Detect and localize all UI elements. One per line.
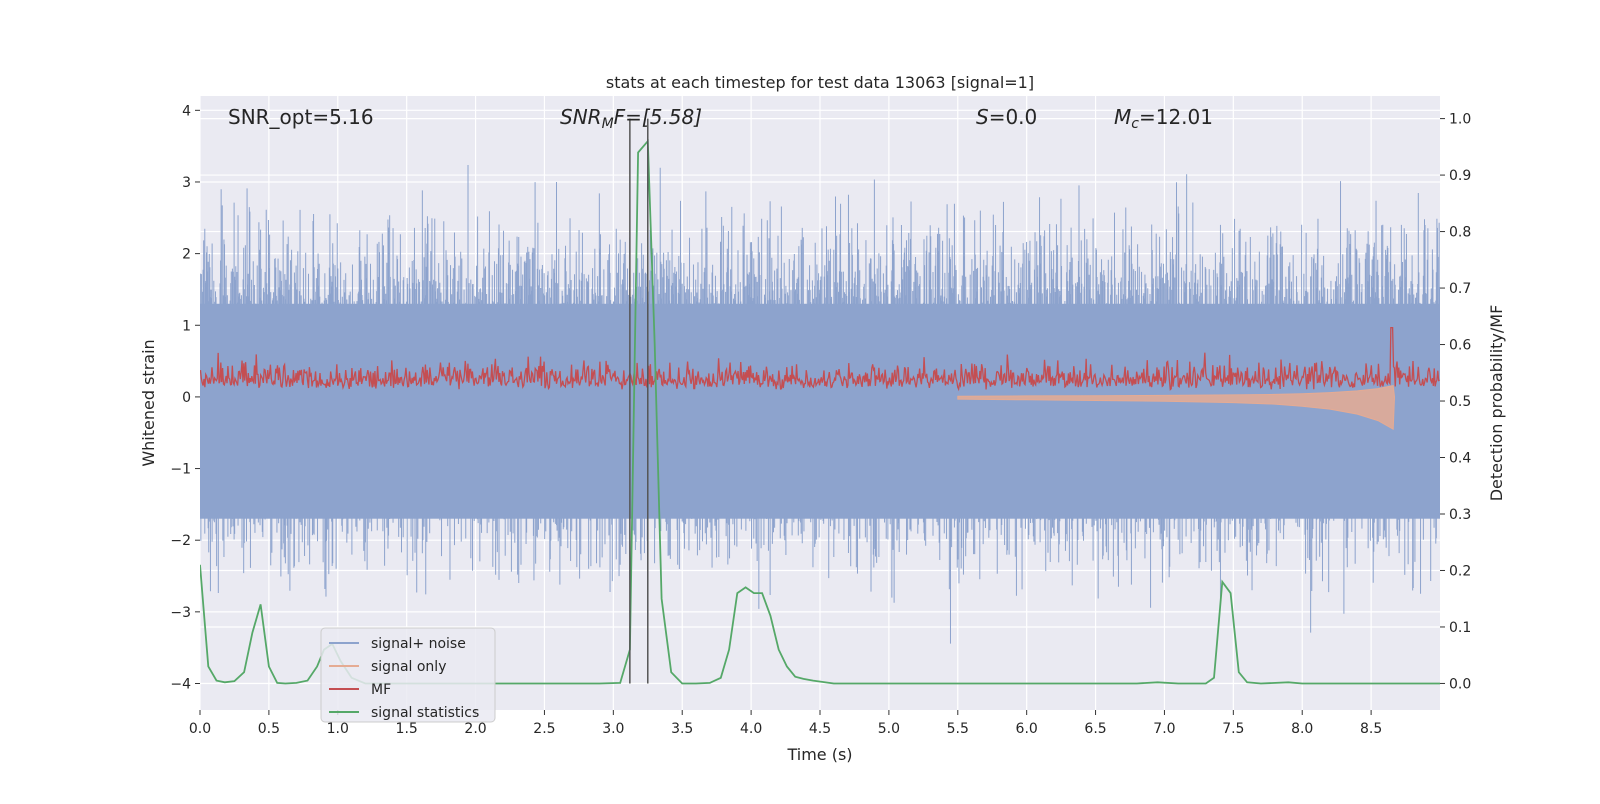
y-right-tick-label: 0.6: [1449, 338, 1471, 354]
mc-symbol: M: [1114, 105, 1131, 129]
signal-statistics-series: [200, 138, 1440, 685]
legend-box: [320, 627, 496, 723]
y-tick-label: 3: [182, 175, 191, 191]
x-tick-label: 1.0: [327, 721, 349, 737]
x-tick-label: 1.5: [396, 721, 418, 737]
chart-title: stats at each timestep for test data 130…: [606, 73, 1034, 92]
x-tick-label: 5.0: [878, 721, 900, 737]
legend-label-1: signal only: [371, 659, 446, 675]
y-tick-label: −1: [170, 462, 191, 478]
x-tick-label: 3.5: [671, 721, 693, 737]
x-axis-ticks: 0.0 0.5 1.0 1.5 2.0 2.5 3.0 3.5 4.0 4.5 5.0 5.5 6.0 6…: [189, 710, 1382, 737]
x-tick-label: 6.0: [1016, 721, 1038, 737]
y-tick-label: −3: [170, 605, 191, 621]
mc-value: =12.01: [1139, 105, 1213, 129]
mc-subscript: c: [1131, 116, 1139, 132]
y-tick-label: −2: [170, 533, 191, 549]
x-axis-label: Time (s): [786, 745, 852, 764]
mf-series: [200, 326, 1440, 392]
y-right-axis-label: Detection probability/MF: [1487, 305, 1506, 502]
y-right-tick-label: 0.1: [1449, 620, 1471, 636]
y-tick-label: 0: [182, 390, 191, 406]
x-tick-label: 3.0: [602, 721, 624, 737]
legend-label-3: signal statistics: [371, 705, 479, 721]
snr-mf-subscript: M: [602, 116, 614, 132]
signal-only-series: [957, 385, 1396, 431]
mf-trace: [200, 326, 1440, 392]
x-tick-label: 4.0: [740, 721, 762, 737]
x-tick-label: 7.5: [1222, 721, 1244, 737]
snr-opt-annotation: SNR_opt=5.16: [228, 105, 374, 129]
x-tick-label: 6.5: [1084, 721, 1106, 737]
x-tick-label: 7.0: [1153, 721, 1175, 737]
signal-noise-series: [200, 165, 1440, 644]
y-right-tick-label: 0.7: [1449, 281, 1471, 297]
x-tick-label: 8.5: [1360, 721, 1382, 737]
signal-noise-core: [200, 303, 1440, 519]
y-right-tick-label: 1.0: [1449, 112, 1471, 128]
y-right-tick-label: 0.8: [1449, 225, 1471, 241]
marker-lines: [629, 118, 649, 684]
x-tick-label: 2.0: [464, 721, 486, 737]
y-right-tick-label: 0.2: [1449, 563, 1471, 579]
legend-label-2: MF: [371, 682, 391, 698]
s-annotation: S=0.0: [976, 105, 1037, 129]
x-tick-label: 0.5: [258, 721, 280, 737]
y-tick-label: −4: [170, 676, 191, 692]
y-right-tick-label: 0.9: [1449, 168, 1471, 184]
snr-mf-symbol: SNR: [560, 105, 602, 129]
y-right-tick-label: 0.0: [1449, 676, 1471, 692]
signal-statistics-trace: [200, 138, 1440, 685]
snr-mf-annotation: SNRMF=[5.58]: [560, 105, 702, 132]
y-axis-label: Whitened strain: [139, 339, 158, 466]
x-tick-label: 8.0: [1291, 721, 1313, 737]
y-right-tick-label: 0.4: [1449, 451, 1471, 467]
mc-annotation: Mc=12.01: [1114, 105, 1213, 132]
y-axis-ticks: −4 −3 −2 −1 0 1 2 3 4: [170, 103, 200, 692]
y-right-tick-label: 0.3: [1449, 507, 1471, 523]
x-tick-label: 2.5: [533, 721, 555, 737]
y-tick-label: 1: [182, 318, 191, 334]
legend-label-0: signal+ noise: [371, 636, 466, 652]
signal-only-envelope: [957, 385, 1396, 431]
x-tick-label: 5.5: [947, 721, 969, 737]
y-right-tick-label: 0.5: [1449, 394, 1471, 410]
x-tick-label: 0.0: [189, 721, 211, 737]
x-tick-label: 4.5: [809, 721, 831, 737]
y-tick-label: 2: [182, 247, 191, 263]
y-tick-label: 4: [182, 103, 191, 119]
y-right-axis-ticks: 0.0 0.1 0.2 0.3 0.4 0.5 0.6 0.7 0.8 0.9 1.0: [1440, 112, 1471, 692]
snr-mf-value: F=[5.58]: [614, 105, 702, 129]
s-symbol: S: [976, 105, 989, 129]
s-value: =0.0: [989, 105, 1038, 129]
legend: signal+ noise signal only MF signal statist…: [320, 627, 496, 723]
